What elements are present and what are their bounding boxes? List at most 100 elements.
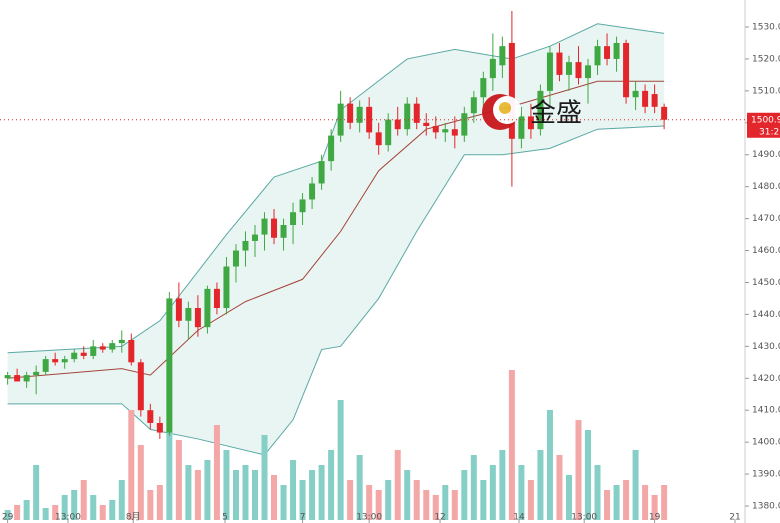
y-tick-label: 1440.00 — [752, 310, 780, 320]
band-line — [7, 80, 665, 379]
y-tick-label: 1430.00 — [752, 342, 780, 352]
last-price-box — [747, 112, 780, 138]
x-tick-label: 21 — [729, 513, 740, 523]
candle-body — [632, 90, 639, 98]
volume-bar — [356, 455, 363, 520]
volume-bar — [651, 495, 658, 520]
volume-bar — [299, 480, 306, 520]
watermark: 金盛 — [530, 99, 582, 129]
x-tick-label: 8月 — [126, 512, 141, 523]
volume-bar — [61, 495, 68, 520]
volume-bar — [366, 485, 373, 520]
volume-bar — [413, 480, 420, 520]
volume-bar — [337, 400, 344, 520]
volume-bar — [156, 485, 163, 520]
x-tick-label: 13:00 — [356, 513, 382, 523]
candle-body — [470, 97, 477, 114]
x-tick-label: 7 — [300, 513, 306, 523]
candle-body — [651, 94, 658, 107]
volume-bar — [261, 435, 268, 520]
volume-bar — [23, 500, 30, 520]
candle-body — [556, 52, 563, 75]
candle-body — [99, 346, 106, 350]
volume-bar — [223, 450, 230, 520]
volume-bar — [604, 490, 611, 520]
x-tick-label: 13:00 — [55, 513, 81, 523]
volume-bar — [385, 480, 392, 520]
candle-body — [432, 125, 439, 133]
volume-bar — [527, 480, 534, 520]
candle-body — [128, 339, 135, 363]
volume-bar — [594, 465, 601, 520]
candle-body — [480, 78, 487, 98]
x-tick-label: 12 — [434, 513, 445, 523]
candle-body — [461, 113, 468, 136]
candle-body — [90, 346, 97, 356]
candle-body — [413, 103, 420, 123]
candle-body — [347, 103, 354, 123]
candle-body — [309, 183, 316, 200]
candle-body — [251, 234, 258, 241]
volume-bar — [290, 460, 297, 520]
volume-bar — [575, 420, 582, 520]
candle-body — [613, 42, 620, 59]
volume-bar — [556, 455, 563, 520]
candle-body — [585, 65, 592, 79]
x-tick-label: 14 — [513, 513, 525, 523]
candle-body — [546, 52, 553, 91]
candle-body — [394, 119, 401, 130]
volume-bar — [518, 465, 525, 520]
volume-bar — [137, 445, 144, 520]
candle-body — [318, 161, 325, 184]
volume-bar — [470, 455, 477, 520]
y-tick-label: 1490.00 — [752, 150, 780, 160]
volume-bar — [128, 410, 135, 520]
candle-body — [42, 359, 49, 372]
candle-body — [156, 422, 163, 433]
volume-bar — [194, 470, 201, 520]
volume-bar — [404, 470, 411, 520]
candle-body — [537, 90, 544, 130]
y-tick-label: 1420.00 — [752, 374, 780, 384]
candle-body — [451, 129, 458, 136]
x-tick-label: 5 — [222, 513, 228, 523]
candle-body — [527, 116, 534, 130]
candle-body — [223, 266, 230, 309]
candle-body — [118, 339, 125, 344]
candle-body — [204, 288, 211, 328]
volume-bar — [33, 465, 40, 520]
volume-bar — [242, 465, 249, 520]
volume-bar — [613, 485, 620, 520]
candle-body — [71, 352, 78, 360]
volume-bar — [537, 450, 544, 520]
candle-body — [194, 308, 201, 328]
volume-bar — [661, 485, 668, 520]
candle-body — [271, 218, 278, 238]
volume-bar — [328, 450, 335, 520]
candle-body — [518, 116, 525, 139]
candle-body — [166, 298, 173, 433]
candle-body — [52, 359, 59, 363]
x-tick-label: 13:00 — [571, 513, 597, 523]
volume-bar — [90, 495, 97, 520]
volume-bar — [4, 510, 11, 520]
candle-body — [442, 129, 449, 133]
volume-bar — [489, 465, 496, 520]
band-line — [7, 125, 665, 456]
countdown-label: 31:21 — [759, 127, 780, 137]
candle-body — [499, 46, 506, 66]
volume-bar — [147, 490, 154, 520]
volume-bar — [109, 500, 116, 520]
volume-bar — [309, 470, 316, 520]
volume-bar — [118, 480, 125, 520]
volume-bar — [451, 490, 458, 520]
volume-bar — [213, 425, 220, 520]
candle-body — [508, 42, 515, 139]
candle-body — [594, 46, 601, 66]
candle-body — [185, 308, 192, 321]
candle-body — [213, 288, 220, 309]
volume-bar — [71, 490, 78, 520]
axes: 1380.00 1390.00 1400.00 1410.00 1420.00 1430.… — [0, 23, 780, 523]
candle-body — [356, 106, 363, 123]
candle-body — [280, 224, 287, 238]
